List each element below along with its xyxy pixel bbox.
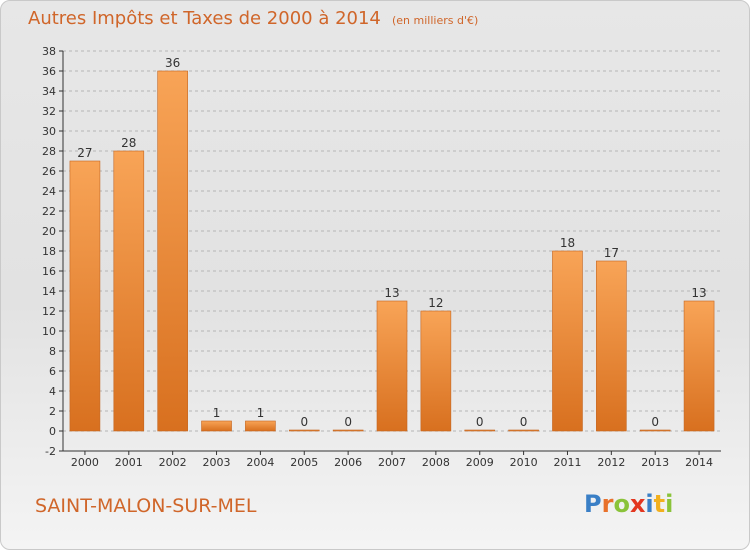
y-tick-label: 22 <box>42 205 56 218</box>
y-tick-label: 10 <box>42 325 56 338</box>
bar-value-label: 1 <box>213 406 221 420</box>
x-tick-label: 2000 <box>71 456 99 469</box>
x-tick-label: 2004 <box>246 456 274 469</box>
bar-value-label: 18 <box>560 236 575 250</box>
y-tick-label: 20 <box>42 225 56 238</box>
logo-letter: t <box>653 490 666 518</box>
y-tick-label: 34 <box>42 85 56 98</box>
y-tick-label: 0 <box>49 425 56 438</box>
bar-value-label: 27 <box>77 146 92 160</box>
x-tick-label: 2001 <box>115 456 143 469</box>
x-tick-label: 2014 <box>685 456 713 469</box>
bar <box>245 420 276 432</box>
bar-value-label: 13 <box>384 286 399 300</box>
y-tick-label: 26 <box>42 165 56 178</box>
bar-value-label: 0 <box>651 415 659 429</box>
logo-letter: i <box>645 490 654 518</box>
bar <box>596 260 627 432</box>
bar <box>464 429 496 432</box>
y-tick-label: 16 <box>42 265 56 278</box>
bar <box>69 160 101 432</box>
y-tick-label: 4 <box>49 385 56 398</box>
x-tick-label: 2003 <box>203 456 231 469</box>
y-tick-label: 24 <box>42 185 56 198</box>
y-tick-label: -2 <box>45 445 56 458</box>
x-tick-label: 2013 <box>641 456 669 469</box>
y-tick-label: 30 <box>42 125 56 138</box>
bar-value-label: 0 <box>520 415 528 429</box>
bar-value-label: 17 <box>604 246 619 260</box>
chart-title: Autres Impôts et Taxes de 2000 à 2014 <box>28 8 381 29</box>
y-tick-label: 6 <box>49 365 56 378</box>
title-row: Autres Impôts et Taxes de 2000 à 2014 (e… <box>28 8 478 29</box>
logo-letter: x <box>629 490 646 518</box>
logo-letter: o <box>613 490 630 518</box>
y-tick-label: 38 <box>42 45 56 58</box>
y-tick-label: 12 <box>42 305 56 318</box>
x-tick-label: 2002 <box>159 456 187 469</box>
bar-value-label: 12 <box>428 296 443 310</box>
bar-chart: -202468101214161820222426283032343638272… <box>42 45 721 469</box>
bar-value-label: 13 <box>691 286 706 300</box>
y-tick-label: 28 <box>42 145 56 158</box>
bar-value-label: 36 <box>165 56 180 70</box>
bar-value-label: 28 <box>121 136 136 150</box>
bar <box>201 420 232 432</box>
bar <box>332 429 364 432</box>
bar <box>508 429 539 432</box>
logo-letter: P <box>584 490 602 518</box>
x-tick-label: 2007 <box>378 456 406 469</box>
bar <box>420 310 452 432</box>
x-tick-label: 2011 <box>553 456 581 469</box>
bar <box>639 429 671 432</box>
x-tick-label: 2005 <box>290 456 318 469</box>
bar <box>552 250 583 432</box>
proxiti-logo: Proxiti <box>584 490 673 518</box>
bar <box>683 300 715 432</box>
x-tick-label: 2006 <box>334 456 362 469</box>
y-tick-label: 14 <box>42 285 56 298</box>
y-tick-label: 8 <box>49 345 56 358</box>
bar <box>288 429 320 432</box>
bar <box>376 300 408 432</box>
x-tick-label: 2009 <box>466 456 494 469</box>
chart-unit-note: (en milliers d'€) <box>391 14 479 27</box>
x-tick-label: 2008 <box>422 456 450 469</box>
y-tick-label: 2 <box>49 405 56 418</box>
logo-letter: i <box>665 490 674 518</box>
bar <box>157 70 188 432</box>
x-tick-label: 2012 <box>597 456 625 469</box>
y-tick-label: 18 <box>42 245 56 258</box>
bar-value-label: 0 <box>300 415 308 429</box>
bar <box>113 150 145 432</box>
bar-value-label: 1 <box>257 406 265 420</box>
y-tick-label: 32 <box>42 105 56 118</box>
bar-value-label: 0 <box>344 415 352 429</box>
x-tick-label: 2010 <box>510 456 538 469</box>
bar-value-label: 0 <box>476 415 484 429</box>
y-tick-label: 36 <box>42 65 56 78</box>
commune-name: SAINT-MALON-SUR-MEL <box>35 495 257 517</box>
logo-letter: r <box>601 490 614 518</box>
